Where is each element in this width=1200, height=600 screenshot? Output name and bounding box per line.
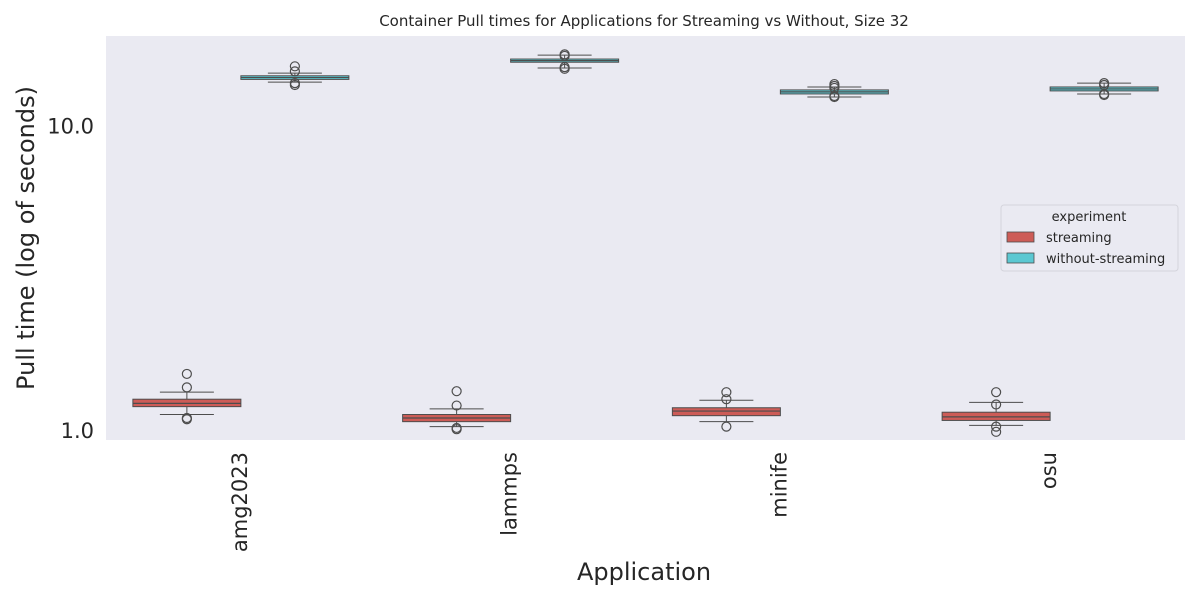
y-ticks-layer: 1.0 10.0 bbox=[47, 115, 94, 443]
x-ticks-layer: amg2023 lammps minife osu bbox=[228, 452, 1061, 552]
outlier-point bbox=[451, 422, 462, 434]
legend-swatch-without-streaming bbox=[1006, 252, 1035, 264]
outlier-point bbox=[181, 368, 192, 380]
outlier-point bbox=[829, 91, 840, 103]
outlier-point bbox=[991, 426, 1002, 437]
outlier-point bbox=[181, 414, 192, 425]
x-axis-label: Application bbox=[577, 558, 711, 586]
x-tick-label-osu: osu bbox=[1037, 452, 1061, 489]
box-streaming-lammps bbox=[402, 386, 512, 435]
box-iqr bbox=[671, 407, 781, 417]
outlier-point bbox=[721, 394, 732, 405]
legend-label-without-streaming: without-streaming bbox=[1046, 252, 1165, 267]
box-streaming-minife bbox=[671, 387, 781, 432]
box-streaming-amg2023 bbox=[132, 368, 242, 425]
box-streaming-osu bbox=[941, 387, 1051, 437]
outlier-point bbox=[991, 399, 1002, 410]
outlier-point bbox=[721, 387, 732, 398]
box-without-streaming-minife bbox=[779, 78, 889, 103]
legend: experiment streaming without-streaming bbox=[1000, 204, 1179, 272]
box-without-streaming-lammps bbox=[510, 49, 620, 74]
legend-label-streaming: streaming bbox=[1046, 231, 1112, 246]
chart-title: Container Pull times for Applications fo… bbox=[379, 12, 909, 30]
outlier-point bbox=[181, 382, 192, 393]
boxes-layer bbox=[132, 49, 1159, 437]
x-tick-label-minife: minife bbox=[767, 452, 791, 518]
x-tick-label-amg2023: amg2023 bbox=[228, 452, 252, 552]
box-without-streaming-amg2023 bbox=[240, 61, 350, 91]
y-axis-label: Pull time (log of seconds) bbox=[12, 86, 40, 390]
outlier-point bbox=[991, 387, 1002, 398]
outlier-point bbox=[289, 79, 300, 91]
legend-title: experiment bbox=[1052, 210, 1127, 225]
outlier-point bbox=[1099, 89, 1110, 101]
outlier-point bbox=[451, 386, 462, 397]
y-tick-label: 10.0 bbox=[47, 115, 94, 139]
x-tick-label-lammps: lammps bbox=[498, 452, 522, 536]
box-without-streaming-osu bbox=[1049, 78, 1159, 101]
outlier-point bbox=[721, 421, 732, 432]
y-tick-label: 1.0 bbox=[61, 419, 94, 443]
outlier-point bbox=[559, 50, 570, 62]
legend-swatch-streaming bbox=[1006, 231, 1035, 243]
legend-frame bbox=[1000, 204, 1179, 272]
outlier-point bbox=[451, 400, 462, 411]
outlier-point bbox=[991, 421, 1002, 432]
outlier-point bbox=[289, 66, 300, 77]
outlier-point bbox=[559, 63, 570, 74]
outlier-point bbox=[289, 61, 300, 72]
